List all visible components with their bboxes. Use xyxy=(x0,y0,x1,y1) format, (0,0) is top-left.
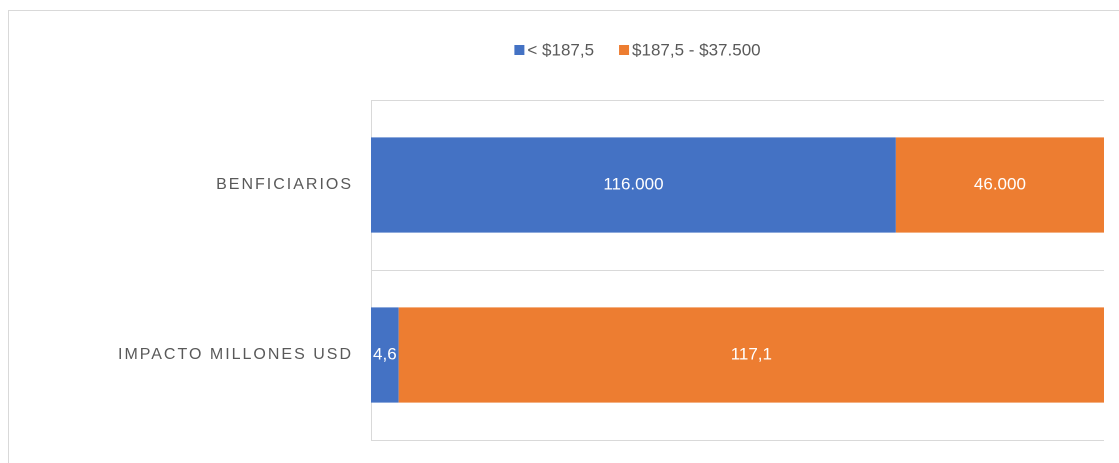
value-label: 46.000 xyxy=(974,174,1026,193)
chart-border xyxy=(8,10,1119,463)
category-label: BENFICIARIOS xyxy=(216,176,353,193)
category-label: IMPACTO MILLONES USD xyxy=(118,346,353,363)
legend-label: $187,5 - $37.500 xyxy=(632,40,761,59)
value-label: 4,6 xyxy=(373,344,397,363)
legend-swatch xyxy=(619,45,630,55)
bar-segment xyxy=(371,307,399,403)
value-label: 116.000 xyxy=(603,174,663,193)
legend-label: < $187,5 xyxy=(527,40,594,59)
value-label: 117,1 xyxy=(731,344,772,363)
legend-swatch xyxy=(514,45,525,55)
bar-segment xyxy=(398,307,1105,403)
bar-segment xyxy=(371,137,896,233)
bar-segment xyxy=(895,137,1104,233)
